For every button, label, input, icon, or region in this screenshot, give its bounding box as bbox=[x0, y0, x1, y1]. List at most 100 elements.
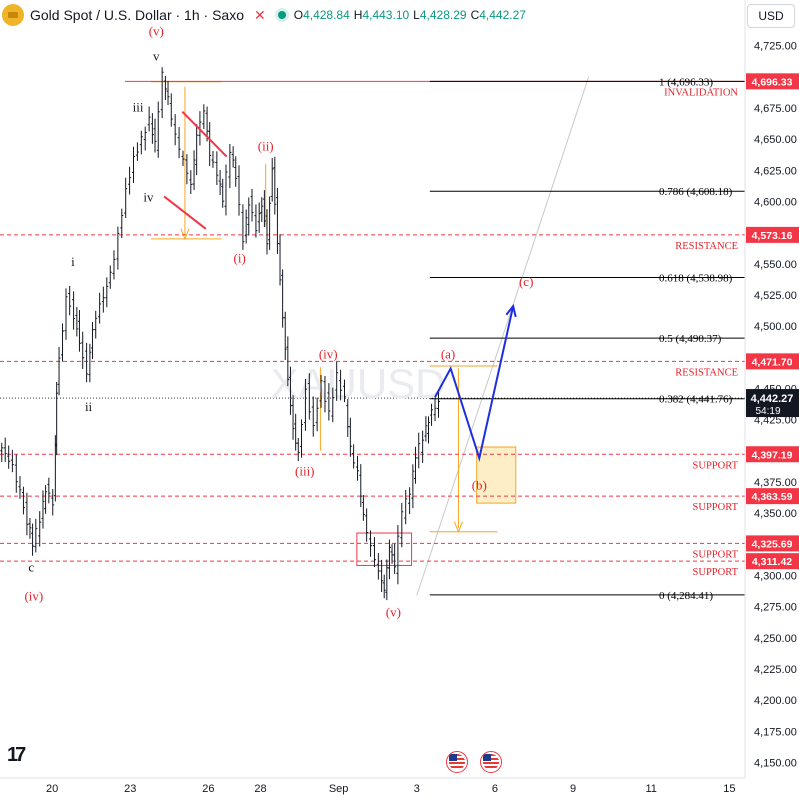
market-status-icon bbox=[277, 11, 286, 19]
price-tag-bg bbox=[746, 488, 799, 505]
price-tag-label: 4,363.59 bbox=[752, 491, 793, 503]
trend-line bbox=[416, 76, 590, 596]
support-resistance-lines: INVALIDATION RESISTANCE RESISTANCE SUPPORT S… bbox=[0, 80, 745, 578]
price-tick-label: 4,500.00 bbox=[754, 321, 797, 333]
ohlc-close: C4,442.27 bbox=[470, 8, 526, 22]
price-axis[interactable]: 4,150.00 4,175.00 4,200.00 4,225.00 4,250.00… bbox=[744, 0, 799, 778]
price-tick-label: 4,300.00 bbox=[754, 570, 797, 582]
price-tag-label: 4,397.19 bbox=[752, 449, 793, 461]
price-tag-label: 4,696.33 bbox=[752, 76, 793, 88]
wave-label: (c) bbox=[519, 274, 533, 289]
watermark: XAUUSD bbox=[270, 360, 445, 407]
level-name: INVALIDATION bbox=[664, 87, 738, 98]
projection-path bbox=[434, 305, 515, 463]
wedge-line bbox=[181, 110, 228, 158]
wave-label: i bbox=[71, 254, 75, 269]
price-tag-label: 4,573.16 bbox=[752, 230, 793, 242]
price-tick-label: 4,350.00 bbox=[754, 508, 797, 520]
time-tick-label: 11 bbox=[646, 783, 657, 795]
gold-symbol-icon bbox=[2, 4, 24, 26]
price-tick-label: 4,600.00 bbox=[754, 196, 797, 208]
tradingview-logo-icon[interactable]: 17 bbox=[7, 744, 26, 766]
measure-a-head bbox=[453, 521, 463, 534]
projection-arrow-head bbox=[505, 303, 517, 318]
wave-label: (a) bbox=[441, 346, 455, 361]
fib-label: 0 (4,284.41) bbox=[659, 590, 713, 602]
level-name: RESISTANCE bbox=[675, 241, 738, 252]
us-flag-event-icon[interactable] bbox=[446, 751, 468, 773]
price-tag-bg bbox=[746, 446, 799, 463]
price-tag-label: 4,325.69 bbox=[752, 538, 793, 550]
level-name: SUPPORT bbox=[693, 549, 739, 560]
price-tag-label: 4,471.70 bbox=[752, 356, 793, 368]
fib-label: 1 (4,696.33) bbox=[659, 76, 713, 88]
price-series bbox=[0, 67, 440, 601]
price-tick-label: 4,200.00 bbox=[754, 695, 797, 707]
price-tick-label: 4,150.00 bbox=[754, 757, 797, 769]
ohlc-open: O4,428.84 bbox=[293, 8, 350, 22]
wave-label: (b) bbox=[472, 477, 487, 492]
fib-retracement-box bbox=[151, 81, 517, 566]
price-tag-bg bbox=[746, 73, 799, 90]
ohlc-low: L4,428.29 bbox=[413, 8, 467, 22]
fib-label: 0.5 (4,490.37) bbox=[659, 333, 722, 345]
wave-label: ii bbox=[85, 399, 93, 414]
low-zone-box bbox=[356, 532, 413, 566]
current-price-label: 4,442.27 bbox=[751, 393, 794, 405]
us-flag-event-icon[interactable] bbox=[480, 751, 502, 773]
price-tick-label: 4,175.00 bbox=[754, 726, 797, 738]
fib-label: 0.618 (4,538.98) bbox=[659, 272, 733, 284]
price-tick-label: 4,550.00 bbox=[754, 259, 797, 271]
level-name: SUPPORT bbox=[693, 502, 739, 513]
wave-label: c bbox=[28, 560, 34, 575]
fib-label: 0.382 (4,441.76) bbox=[659, 394, 733, 406]
wave-label: v bbox=[153, 49, 160, 64]
wave-label: (ii) bbox=[258, 138, 274, 153]
level-name: RESISTANCE bbox=[675, 367, 738, 378]
time-tick-label: 3 bbox=[414, 783, 420, 795]
level-name: SUPPORT bbox=[693, 567, 739, 578]
measure-arrow-head bbox=[180, 228, 190, 241]
price-tick-label: 4,625.00 bbox=[754, 165, 797, 177]
wave-label: (iv) bbox=[319, 346, 338, 361]
chart-grid bbox=[416, 76, 590, 596]
wave-label: iv bbox=[143, 189, 154, 204]
time-tick-label: 20 bbox=[46, 783, 58, 795]
price-tag-bg bbox=[746, 553, 799, 570]
price-tick-label: 4,375.00 bbox=[754, 477, 797, 489]
price-tag-label: 4,311.42 bbox=[752, 556, 792, 568]
price-tick-label: 4,650.00 bbox=[754, 134, 797, 146]
wave-b-zone bbox=[476, 446, 517, 504]
ohlc-high: H4,443.10 bbox=[353, 8, 410, 22]
price-tick-label: 4,275.00 bbox=[754, 602, 797, 614]
wave-annotations bbox=[163, 110, 517, 463]
countdown-label: 54:19 bbox=[755, 406, 780, 417]
price-tick-label: 4,225.00 bbox=[754, 664, 797, 676]
chart-header: Gold Spot / U.S. Dollar · 1h · Saxo ✕ O4… bbox=[0, 0, 745, 30]
level-name: SUPPORT bbox=[693, 460, 739, 471]
fib-label: 0.786 (4,608.18) bbox=[659, 186, 733, 198]
current-price-tag bbox=[746, 389, 799, 418]
price-tick-label: 4,425.00 bbox=[754, 415, 797, 427]
time-axis[interactable]: 20 23 26 28 Sep 3 6 9 11 15 bbox=[0, 777, 745, 795]
wave-label: (iii) bbox=[295, 464, 315, 479]
time-tick-label: 9 bbox=[570, 783, 576, 795]
wave-label: (iv) bbox=[24, 588, 43, 603]
time-tick-label: 6 bbox=[492, 783, 498, 795]
price-tag-bg bbox=[746, 226, 799, 243]
time-tick-label: Sep bbox=[329, 783, 349, 795]
time-tick-label: 23 bbox=[124, 783, 136, 795]
wave-label: (i) bbox=[234, 251, 246, 266]
wave-label: (v) bbox=[386, 605, 401, 620]
wave-labels: c(iv)iiiiiiivv(v)(i)(ii)(iii)(iv)(v)(a)(… bbox=[24, 24, 533, 620]
price-tag-bg bbox=[746, 353, 799, 370]
time-tick-label: 28 bbox=[254, 783, 266, 795]
symbol-title[interactable]: Gold Spot / U.S. Dollar · 1h · Saxo bbox=[30, 7, 244, 23]
price-tick-label: 4,725.00 bbox=[754, 41, 797, 53]
currency-selector[interactable]: USD bbox=[747, 4, 795, 28]
price-tag-bg bbox=[746, 535, 799, 552]
fib-levels: 1 (4,696.33) 0.786 (4,608.18) 0.618 (4,538… bbox=[429, 76, 745, 602]
close-x-icon[interactable]: ✕ bbox=[253, 6, 266, 23]
price-tick-label: 4,250.00 bbox=[754, 633, 797, 645]
